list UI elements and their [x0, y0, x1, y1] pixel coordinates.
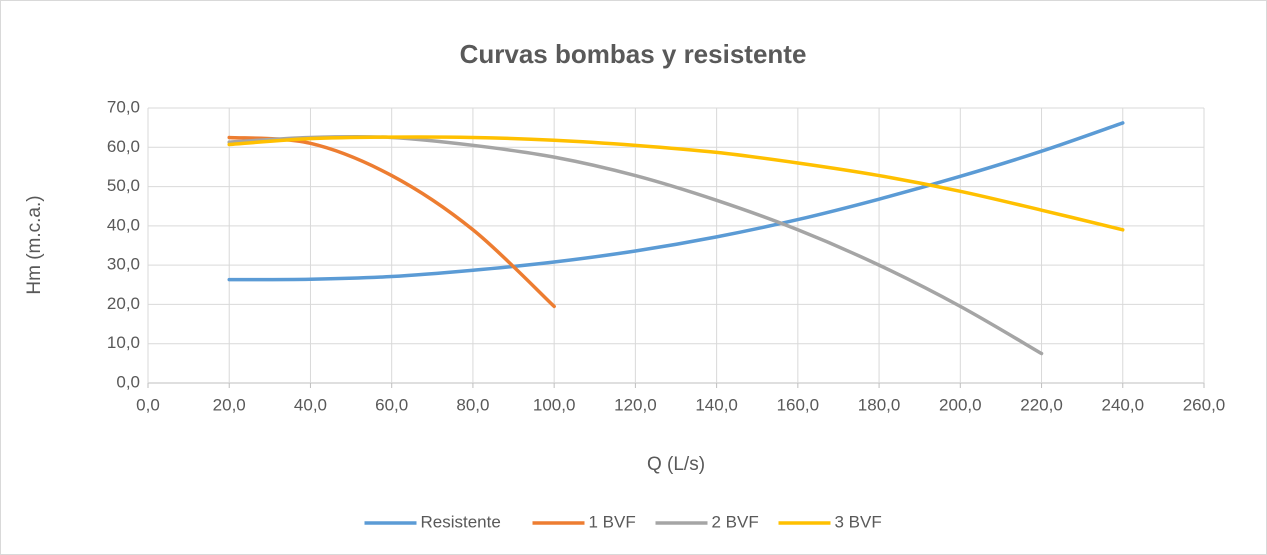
y-tick-label: 70,0 — [107, 97, 140, 116]
x-tick-label: 100,0 — [533, 395, 576, 414]
y-tick-label: 40,0 — [107, 215, 140, 234]
x-tick-label: 20,0 — [213, 395, 246, 414]
x-tick-label: 220,0 — [1020, 395, 1063, 414]
x-tick-label: 60,0 — [375, 395, 408, 414]
x-tick-label: 140,0 — [695, 395, 738, 414]
x-tick-label: 240,0 — [1101, 395, 1144, 414]
series-line — [227, 135, 1125, 232]
x-tick-label: 120,0 — [614, 395, 657, 414]
x-tick-label: 0,0 — [136, 395, 160, 414]
x-axis-title: Q (L/s) — [647, 454, 705, 475]
y-tick-label: 10,0 — [107, 333, 140, 352]
legend-label: Resistente — [421, 512, 501, 531]
x-tick-label: 160,0 — [777, 395, 820, 414]
y-tick-label: 50,0 — [107, 176, 140, 195]
series-line — [227, 121, 1125, 282]
x-tick-label: 260,0 — [1183, 395, 1226, 414]
chart-title: Curvas bombas y resistente — [460, 39, 807, 69]
y-axis-title: Hm (m.c.a.) — [24, 195, 45, 294]
x-tick-label: 40,0 — [294, 395, 327, 414]
x-tick-label: 80,0 — [456, 395, 489, 414]
y-tick-label: 30,0 — [107, 255, 140, 274]
x-tick-label: 200,0 — [939, 395, 982, 414]
legend-label: 3 BVF — [835, 512, 882, 531]
legend-label: 2 BVF — [712, 512, 759, 531]
legend-label: 1 BVF — [589, 512, 636, 531]
y-tick-label: 60,0 — [107, 137, 140, 156]
x-tick-label: 180,0 — [858, 395, 901, 414]
y-tick-label: 0,0 — [116, 372, 140, 391]
y-tick-label: 20,0 — [107, 294, 140, 313]
